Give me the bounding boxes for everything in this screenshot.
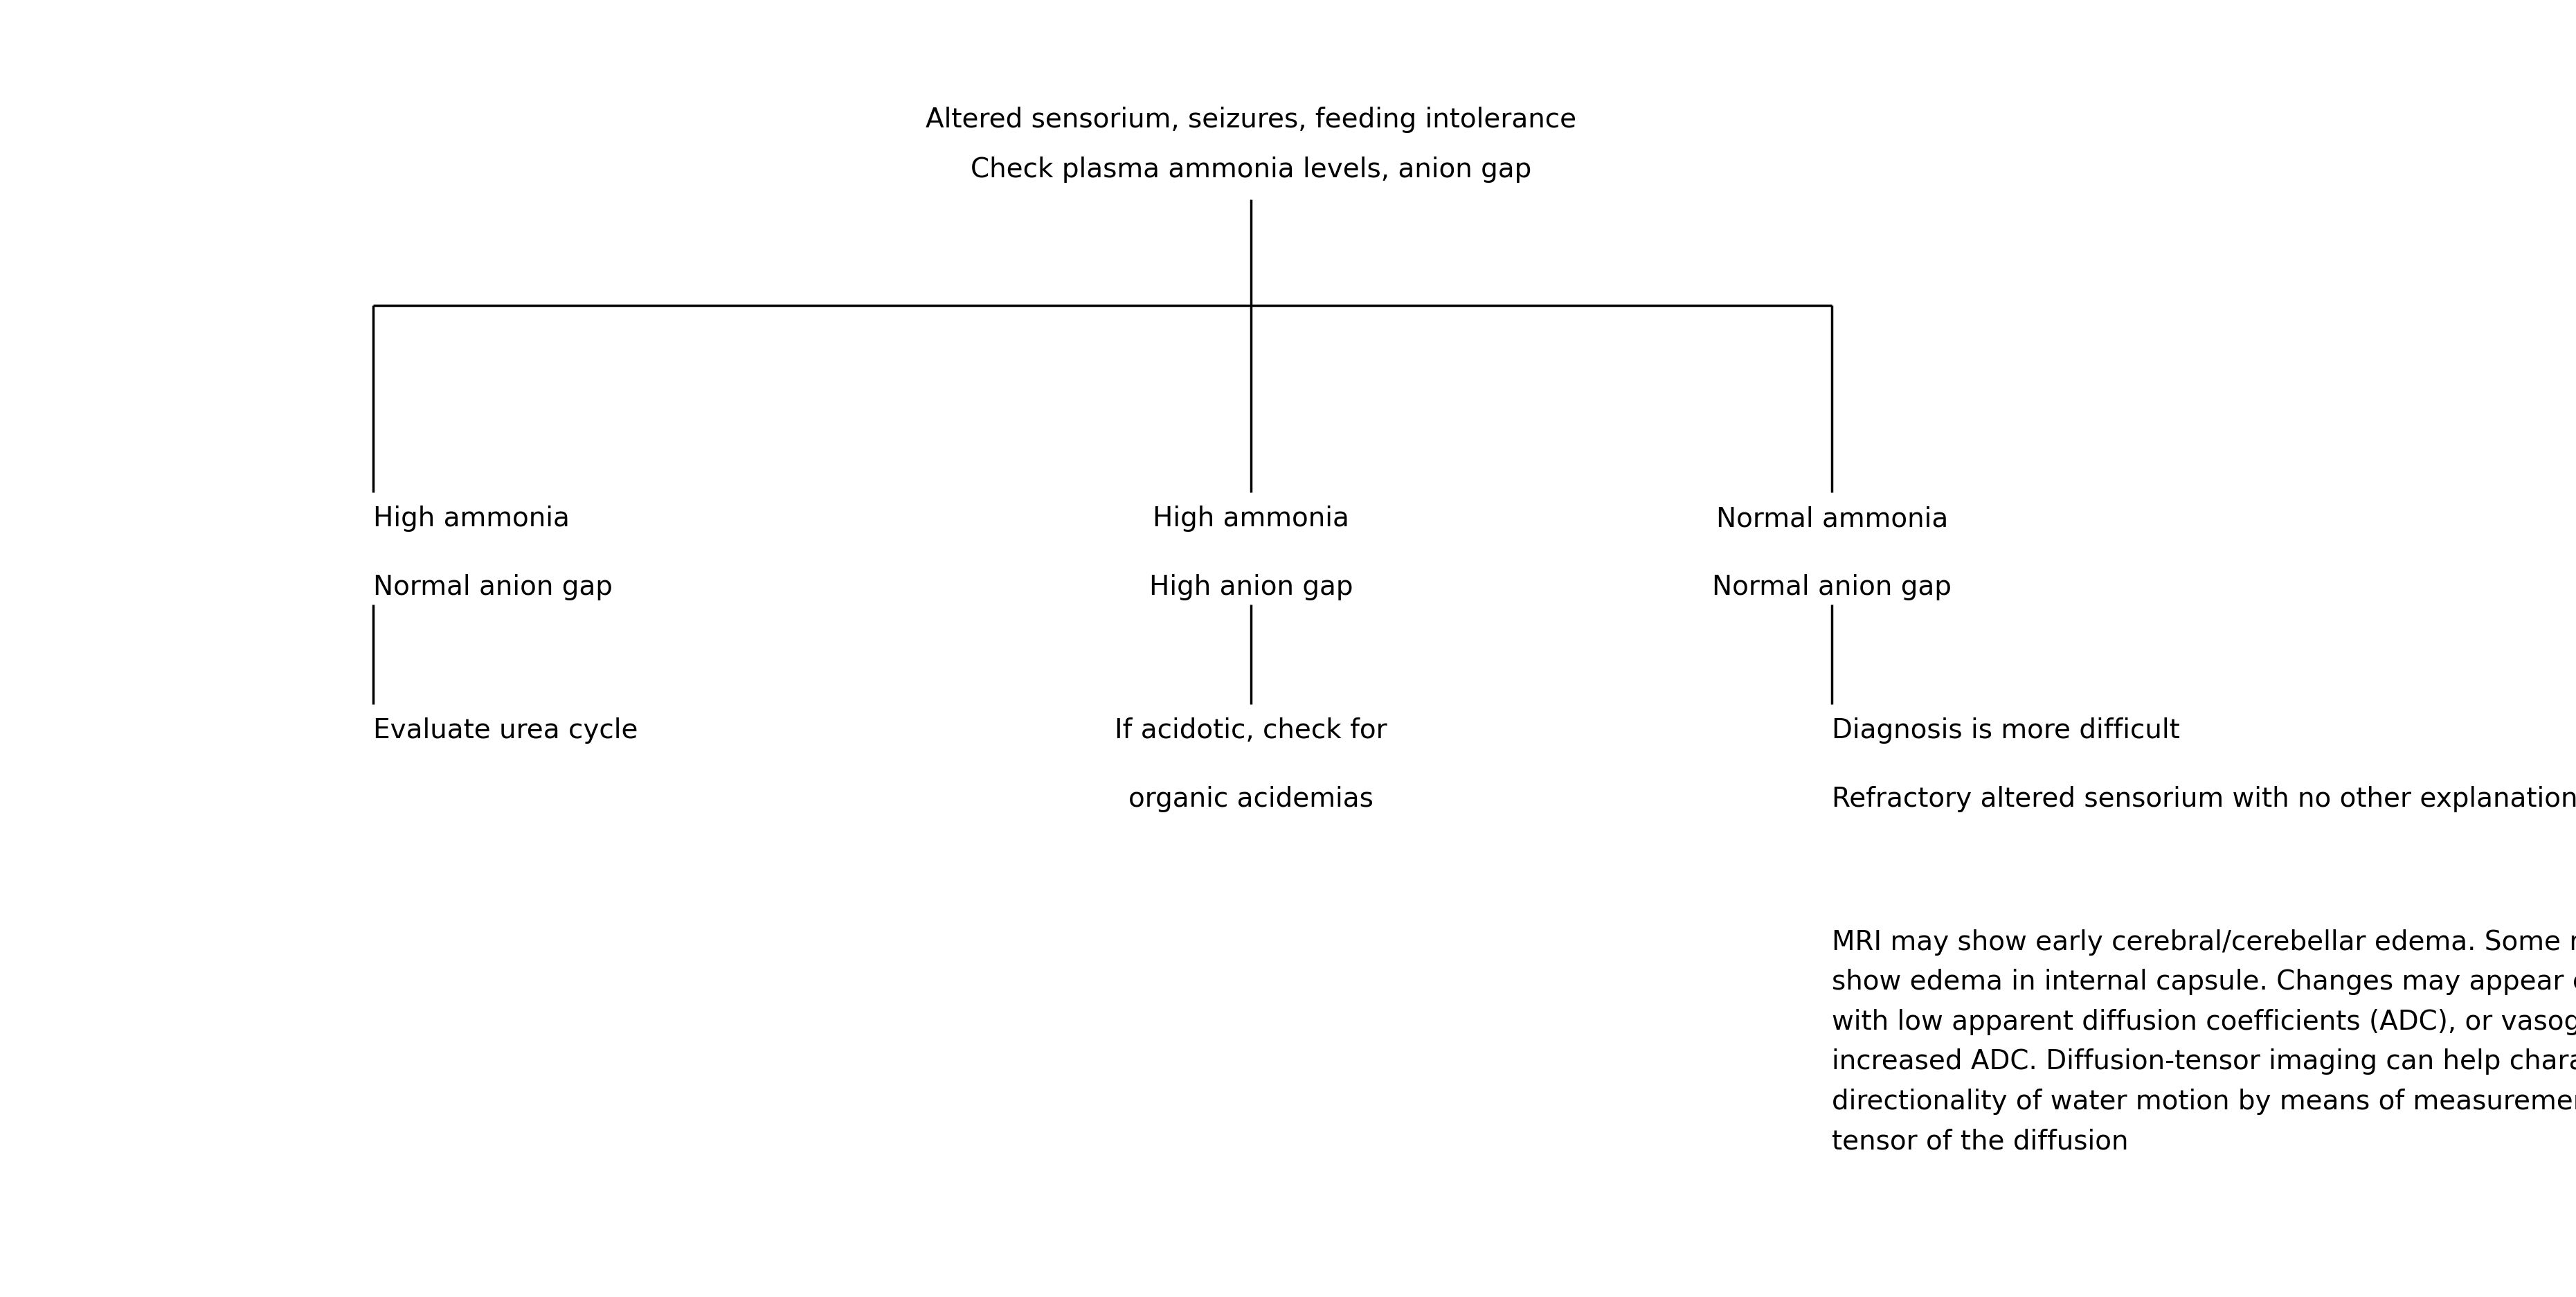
Text: Normal anion gap: Normal anion gap	[1713, 573, 1953, 601]
Text: Normal anion gap: Normal anion gap	[374, 573, 613, 601]
Text: Evaluate urea cycle: Evaluate urea cycle	[374, 717, 639, 743]
Text: If acidotic, check for: If acidotic, check for	[1115, 717, 1386, 743]
Text: High ammonia: High ammonia	[1151, 506, 1350, 532]
Text: MRI may show early cerebral/cerebellar edema. Some may
show edema in internal ca: MRI may show early cerebral/cerebellar e…	[1832, 929, 2576, 1154]
Text: High anion gap: High anion gap	[1149, 573, 1352, 601]
Text: Diagnosis is more difficult: Diagnosis is more difficult	[1832, 717, 2179, 743]
Text: Altered sensorium, seizures, feeding intolerance: Altered sensorium, seizures, feeding int…	[925, 106, 1577, 134]
Text: organic acidemias: organic acidemias	[1128, 786, 1373, 812]
Text: Normal ammonia: Normal ammonia	[1716, 506, 1947, 532]
Text: Check plasma ammonia levels, anion gap: Check plasma ammonia levels, anion gap	[971, 157, 1530, 183]
Text: Refractory altered sensorium with no other explanation: Refractory altered sensorium with no oth…	[1832, 786, 2576, 812]
Text: High ammonia: High ammonia	[374, 506, 569, 532]
